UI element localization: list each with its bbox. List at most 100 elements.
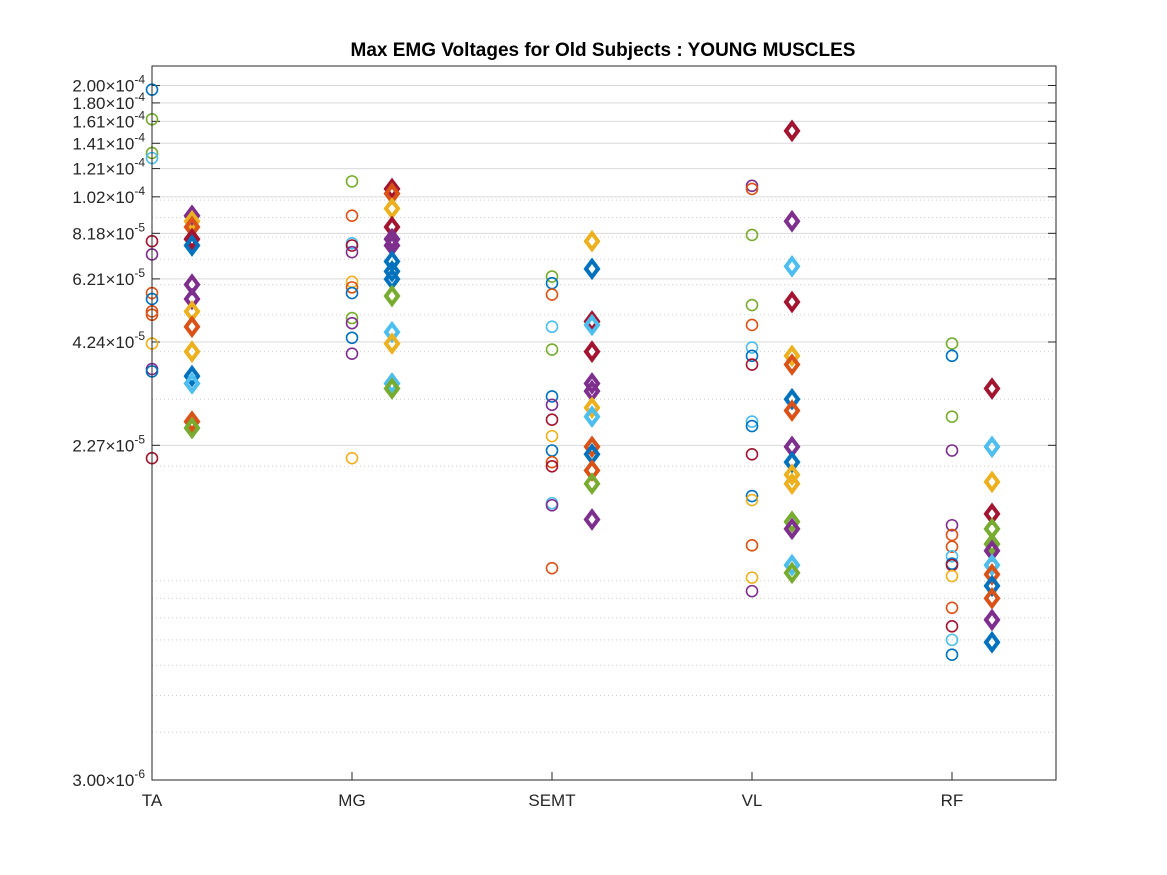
data-point-circle	[545, 343, 559, 356]
data-point-diamond	[983, 563, 1001, 586]
y-axis-ticks: 3.00×10-6 2.27×10-5 4.24×10-5 6.21×10-5 8.18…	[72, 72, 1056, 790]
data-point-diamond	[583, 472, 601, 496]
data-point-diamond	[183, 416, 201, 440]
data-point-diamond	[783, 255, 801, 278]
data-point-circle	[345, 239, 359, 252]
data-point-diamond	[783, 517, 801, 541]
data-point-circle	[745, 415, 759, 428]
data-point-diamond	[783, 553, 801, 577]
data-point-circle	[345, 331, 359, 345]
data-point-diamond	[183, 372, 201, 395]
x-tick-label-rf: RF	[941, 791, 964, 810]
data-point-diamond	[583, 396, 601, 420]
x-tick-label-vl: VL	[742, 791, 763, 810]
data-point-diamond	[583, 310, 601, 333]
data-point-diamond	[383, 260, 401, 283]
y-tick-label: 1.02×10-4	[72, 184, 145, 207]
data-point-diamond	[383, 320, 401, 344]
data-point-circle	[545, 444, 559, 457]
data-point-diamond	[583, 313, 601, 337]
data-point-diamond	[783, 119, 801, 143]
data-point-diamond	[183, 340, 201, 363]
data-point-diamond	[783, 399, 801, 422]
data-point-circle	[745, 341, 759, 354]
data-point-diamond	[583, 508, 601, 531]
data-point-diamond	[783, 463, 801, 487]
data-point-circle	[745, 448, 759, 461]
data-point-diamond	[983, 608, 1001, 632]
data-point-circle	[745, 349, 759, 363]
data-point-circle	[745, 228, 759, 242]
data-point-circle	[945, 550, 959, 563]
data-point-diamond	[983, 532, 1001, 556]
data-point-diamond	[783, 290, 801, 314]
data-point-diamond	[383, 197, 401, 220]
x-tick-label-semt: SEMT	[528, 791, 575, 810]
data-point-circle	[945, 619, 959, 633]
chart-title: Max EMG Voltages for Old Subjects : YOUN…	[351, 40, 856, 61]
grid-lines	[152, 84, 1056, 781]
data-point-circle	[945, 540, 959, 553]
data-point-circle	[945, 349, 959, 363]
data-point-diamond	[783, 344, 801, 368]
data-point-circle	[745, 489, 759, 503]
data-point-circle	[745, 358, 759, 371]
data-point-circle	[545, 390, 559, 403]
data-point-diamond	[983, 377, 1001, 400]
data-point-circle	[745, 571, 759, 584]
data-point-diamond	[783, 561, 801, 585]
y-tick-label: 2.27×10-5	[72, 432, 145, 455]
y-tick-label: 1.21×10-4	[72, 156, 145, 179]
data-point-circle	[745, 419, 759, 433]
data-point-circle	[545, 320, 559, 334]
data-point-diamond	[183, 410, 201, 433]
data-point-diamond	[783, 472, 801, 496]
data-point-circle	[345, 316, 359, 330]
data-point-circle	[345, 451, 359, 465]
data-point-diamond	[583, 229, 601, 253]
data-point-diamond	[183, 204, 201, 228]
y-tick-label: 3.00×10-6	[72, 767, 145, 790]
data-point-circle	[945, 569, 959, 583]
data-point-diamond	[183, 315, 201, 339]
data-point-circle	[345, 281, 359, 294]
data-point-diamond	[783, 353, 801, 376]
data-point-diamond	[583, 372, 601, 395]
data-point-diamond	[583, 435, 601, 459]
data-point-diamond	[783, 510, 801, 534]
y-tick-label: 8.18×10-5	[72, 220, 145, 243]
data-point-circle	[345, 209, 359, 223]
data-point-diamond	[383, 227, 401, 251]
data-point-diamond	[583, 405, 601, 428]
data-point-circle	[945, 601, 959, 615]
data-point-diamond	[983, 574, 1001, 598]
data-point-diamond	[383, 377, 401, 400]
data-point-diamond	[983, 586, 1001, 610]
data-point-diamond	[583, 257, 601, 281]
data-point-circle	[945, 518, 959, 532]
y-tick-label: 6.21×10-5	[72, 266, 145, 289]
data-point-circle	[345, 286, 359, 300]
data-point-diamond	[983, 470, 1001, 494]
data-point-circle	[945, 444, 959, 457]
data-point-circle	[945, 410, 959, 423]
data-point-circle	[745, 539, 759, 552]
data-point-circle	[545, 455, 559, 469]
y-tick-label: 4.24×10-5	[72, 329, 145, 352]
data-point-diamond	[183, 234, 201, 257]
y-tick-label: 2.00×10-4	[72, 72, 145, 95]
data-point-circle	[945, 337, 959, 350]
data-point-circle	[545, 270, 559, 283]
data-point-circle	[745, 298, 759, 312]
data-point-diamond	[183, 287, 201, 311]
data-point-diamond	[783, 450, 801, 474]
data-point-diamond	[783, 209, 801, 233]
data-point-diamond	[983, 630, 1001, 654]
data-point-diamond	[983, 435, 1001, 459]
y-tick-label: 1.80×10-4	[72, 90, 145, 113]
data-point-circle	[545, 429, 559, 443]
data-point-circle	[545, 413, 559, 427]
data-point-circle	[545, 561, 559, 575]
data-point-diamond	[383, 372, 401, 395]
